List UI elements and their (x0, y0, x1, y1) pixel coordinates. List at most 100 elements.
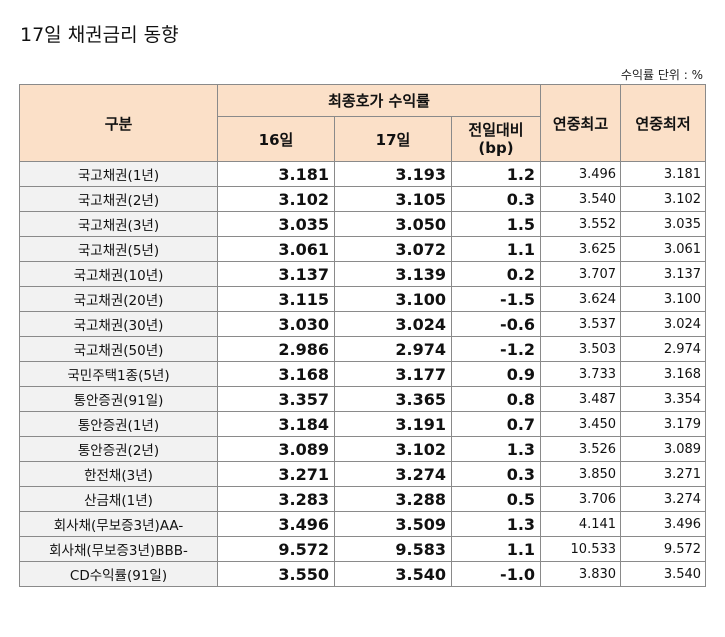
cell-day17: 3.139 (334, 261, 452, 287)
header-day17: 17일 (334, 116, 452, 162)
table-row: 국민주택1종(5년) 3.168 3.177 0.9 3.733 3.168 (19, 361, 707, 387)
cell-year-high: 3.706 (540, 486, 622, 512)
table-row: 국고채권(20년) 3.115 3.100 -1.5 3.624 3.100 (19, 286, 707, 312)
table-row: 산금채(1년) 3.283 3.288 0.5 3.706 3.274 (19, 486, 707, 512)
cell-name: 국고채권(3년) (19, 211, 218, 237)
cell-day16: 3.271 (217, 461, 335, 487)
cell-day17: 3.072 (334, 236, 452, 262)
cell-day16: 3.357 (217, 386, 335, 412)
cell-day16: 3.181 (217, 161, 335, 187)
cell-day17: 3.288 (334, 486, 452, 512)
cell-change: -1.0 (450, 561, 542, 587)
unit-note: 수익률 단위 : % (620, 68, 703, 82)
cell-change: -1.5 (450, 286, 542, 312)
table-row: 국고채권(2년) 3.102 3.105 0.3 3.540 3.102 (19, 186, 707, 212)
header-day16: 16일 (217, 116, 335, 162)
cell-year-low: 9.572 (620, 536, 707, 562)
table-row: 통안증권(1년) 3.184 3.191 0.7 3.450 3.179 (19, 411, 707, 437)
cell-year-low: 3.496 (620, 511, 707, 537)
table-row: 회사채(무보증3년)BBB- 9.572 9.583 1.1 10.533 9.572 (19, 536, 707, 562)
cell-change: 0.2 (450, 261, 542, 287)
header-change: 전일대비 (bp) (450, 116, 542, 162)
cell-day16: 3.137 (217, 261, 335, 287)
cell-year-low: 3.179 (620, 411, 707, 437)
cell-year-high: 3.625 (540, 236, 622, 262)
cell-year-high: 10.533 (540, 536, 622, 562)
cell-day17: 3.100 (334, 286, 452, 312)
cell-day16: 2.986 (217, 336, 335, 362)
cell-name: 국고채권(10년) (19, 261, 218, 287)
cell-year-high: 3.624 (540, 286, 622, 312)
cell-year-low: 3.168 (620, 361, 707, 387)
cell-day16: 9.572 (217, 536, 335, 562)
table-row: 국고채권(3년) 3.035 3.050 1.5 3.552 3.035 (19, 211, 707, 237)
table-row: 통안증권(91일) 3.357 3.365 0.8 3.487 3.354 (19, 386, 707, 412)
cell-year-high: 3.487 (540, 386, 622, 412)
cell-year-high: 3.537 (540, 311, 622, 337)
cell-name: 통안증권(1년) (19, 411, 218, 437)
cell-change: 1.3 (450, 511, 542, 537)
cell-name: 통안증권(91일) (19, 386, 218, 412)
cell-change: 0.8 (450, 386, 542, 412)
cell-name: 국고채권(20년) (19, 286, 218, 312)
cell-year-low: 3.089 (620, 436, 707, 462)
cell-year-low: 2.974 (620, 336, 707, 362)
cell-day17: 3.102 (334, 436, 452, 462)
cell-day17: 3.274 (334, 461, 452, 487)
cell-day16: 3.035 (217, 211, 335, 237)
cell-name: 회사채(무보증3년)AA- (19, 511, 218, 537)
page-title: 17일 채권금리 동향 (20, 24, 179, 46)
cell-change: 1.5 (450, 211, 542, 237)
header-year-low: 연중최저 (620, 84, 707, 162)
cell-day17: 3.509 (334, 511, 452, 537)
cell-year-high: 3.450 (540, 411, 622, 437)
header-year-high: 연중최고 (540, 84, 622, 162)
cell-year-low: 3.100 (620, 286, 707, 312)
header-change-line1: 전일대비 (468, 121, 524, 139)
cell-name: 국고채권(5년) (19, 236, 218, 262)
cell-day17: 3.024 (334, 311, 452, 337)
table-row: 통안증권(2년) 3.089 3.102 1.3 3.526 3.089 (19, 436, 707, 462)
cell-name: 한전채(3년) (19, 461, 218, 487)
table-row: 국고채권(10년) 3.137 3.139 0.2 3.707 3.137 (19, 261, 707, 287)
cell-name: 국고채권(50년) (19, 336, 218, 362)
header-change-line2: (bp) (478, 139, 514, 157)
cell-day16: 3.102 (217, 186, 335, 212)
cell-day16: 3.168 (217, 361, 335, 387)
cell-change: 0.3 (450, 461, 542, 487)
cell-year-low: 3.137 (620, 261, 707, 287)
cell-day17: 3.193 (334, 161, 452, 187)
cell-change: 1.3 (450, 436, 542, 462)
cell-year-high: 3.552 (540, 211, 622, 237)
cell-day16: 3.496 (217, 511, 335, 537)
table-row: 한전채(3년) 3.271 3.274 0.3 3.850 3.271 (19, 461, 707, 487)
cell-year-high: 3.503 (540, 336, 622, 362)
cell-change: 0.7 (450, 411, 542, 437)
cell-year-low: 3.181 (620, 161, 707, 187)
cell-year-high: 3.830 (540, 561, 622, 587)
table-row: 국고채권(50년) 2.986 2.974 -1.2 3.503 2.974 (19, 336, 707, 362)
table-body: 국고채권(1년) 3.181 3.193 1.2 3.496 3.181 국고채권(2년) 3… (19, 161, 707, 587)
cell-name: 통안증권(2년) (19, 436, 218, 462)
cell-change: 1.2 (450, 161, 542, 187)
table-row: CD수익률(91일) 3.550 3.540 -1.0 3.830 3.540 (19, 561, 707, 587)
cell-day17: 3.177 (334, 361, 452, 387)
cell-year-low: 3.540 (620, 561, 707, 587)
cell-change: -0.6 (450, 311, 542, 337)
cell-year-high: 3.526 (540, 436, 622, 462)
cell-year-low: 3.271 (620, 461, 707, 487)
table-row: 회사채(무보증3년)AA- 3.496 3.509 1.3 4.141 3.496 (19, 511, 707, 537)
header-final-yield: 최종호가 수익률 (216, 84, 542, 117)
bond-rate-table: 구분 최종호가 수익률 연중최고 연중최저 16일 17일 전일대비 (bp) … (19, 84, 707, 587)
cell-day16: 3.061 (217, 236, 335, 262)
cell-change: 1.1 (450, 236, 542, 262)
cell-day17: 3.365 (334, 386, 452, 412)
table-row: 국고채권(30년) 3.030 3.024 -0.6 3.537 3.024 (19, 311, 707, 337)
cell-day17: 3.191 (334, 411, 452, 437)
cell-day16: 3.184 (217, 411, 335, 437)
cell-year-low: 3.274 (620, 486, 707, 512)
table-row: 국고채권(5년) 3.061 3.072 1.1 3.625 3.061 (19, 236, 707, 262)
cell-change: 0.5 (450, 486, 542, 512)
cell-year-low: 3.035 (620, 211, 707, 237)
header-category: 구분 (19, 84, 218, 162)
